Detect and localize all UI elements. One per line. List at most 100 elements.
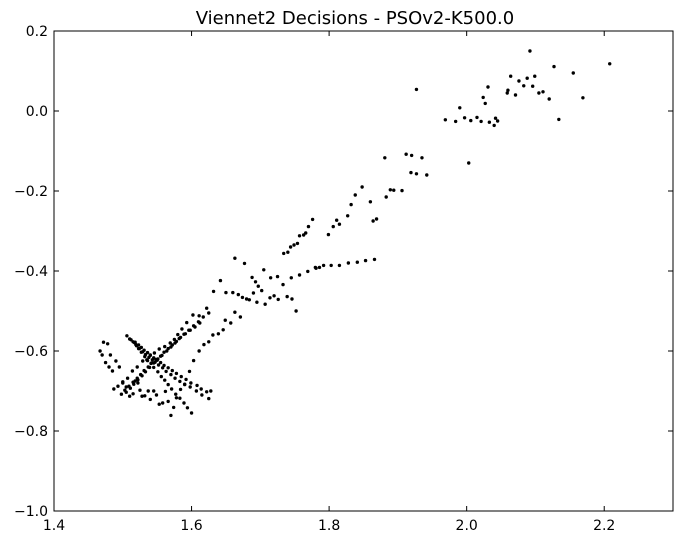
data-point [581, 96, 585, 100]
data-point [256, 284, 260, 288]
data-point [400, 188, 404, 193]
data-point [160, 353, 164, 358]
data-point [253, 280, 258, 284]
data-point [255, 300, 259, 304]
data-point [250, 275, 254, 280]
data-point [100, 353, 104, 357]
x-tick-labels: 1.4 1.6 1.8 2.0 2.2 [43, 518, 615, 534]
data-point [197, 314, 201, 318]
data-point [306, 269, 310, 274]
data-point [152, 365, 156, 370]
data-point [163, 389, 168, 394]
data-point [180, 327, 184, 331]
data-point [388, 188, 393, 192]
data-point [131, 392, 135, 396]
data-point [276, 297, 280, 302]
data-point [404, 152, 408, 156]
data-point [140, 374, 144, 378]
data-point [207, 396, 211, 401]
data-point [170, 368, 174, 373]
data-point [169, 413, 173, 418]
data-point [233, 310, 237, 314]
data-point [195, 383, 199, 388]
data-point [541, 90, 545, 94]
data-point [156, 357, 160, 361]
data-point [313, 265, 318, 270]
data-point [479, 119, 483, 124]
data-point [301, 233, 306, 237]
data-point [462, 116, 467, 120]
data-point [329, 263, 333, 268]
data-point [163, 378, 167, 382]
y-tick-label: −0.4 [14, 264, 48, 280]
data-point [229, 321, 233, 325]
data-point [371, 219, 375, 223]
data-point [178, 379, 182, 384]
data-point [191, 324, 196, 328]
data-point [221, 328, 225, 332]
data-point [236, 292, 241, 297]
data-point [140, 394, 144, 398]
data-point [453, 119, 458, 124]
data-point [182, 382, 187, 387]
data-point [110, 369, 115, 373]
x-tick-label: 1.6 [180, 518, 202, 534]
data-point [103, 360, 108, 365]
data-point [173, 341, 177, 345]
data-point [557, 117, 561, 122]
data-point [289, 276, 293, 280]
data-point [487, 120, 492, 124]
data-point [194, 389, 199, 393]
data-point [295, 241, 300, 246]
data-point [337, 263, 342, 268]
data-point [166, 399, 170, 404]
axis-ticks [53, 30, 673, 512]
data-point [184, 377, 188, 382]
data-point [201, 315, 205, 319]
data-point [117, 365, 122, 369]
data-point [288, 245, 293, 249]
data-point [148, 397, 152, 402]
data-point [202, 342, 206, 347]
data-point [121, 380, 125, 384]
y-tick-label: −0.2 [14, 184, 48, 200]
y-tick-label: −0.8 [14, 424, 48, 440]
data-point [306, 224, 311, 229]
data-point [492, 123, 496, 128]
data-point [166, 366, 170, 370]
data-point [282, 251, 286, 256]
data-point [547, 97, 551, 101]
plot-frame [53, 30, 674, 512]
data-point [157, 347, 161, 351]
data-point [141, 359, 145, 363]
data-point [148, 353, 152, 357]
x-tick-label: 1.8 [318, 518, 340, 534]
data-point [384, 195, 388, 199]
data-point [355, 260, 360, 264]
data-point [133, 340, 137, 344]
data-point [179, 374, 183, 379]
data-point [211, 289, 216, 294]
data-point [244, 297, 249, 301]
data-point [101, 340, 106, 344]
data-point [114, 359, 118, 363]
data-point [292, 243, 296, 247]
data-point [326, 232, 331, 237]
data-point [177, 336, 181, 341]
data-point [165, 349, 169, 353]
data-point [414, 87, 419, 92]
data-point [337, 222, 342, 226]
data-point [262, 268, 266, 272]
data-point [281, 282, 285, 287]
data-point [353, 193, 357, 197]
data-point [268, 276, 273, 280]
data-point [187, 369, 192, 374]
data-point [136, 381, 140, 385]
data-point [191, 358, 196, 363]
data-point [409, 170, 413, 175]
data-point [331, 224, 335, 229]
data-point [571, 71, 575, 75]
data-point [158, 360, 163, 365]
y-tick-label: 0.2 [26, 24, 48, 40]
data-point [173, 376, 177, 380]
